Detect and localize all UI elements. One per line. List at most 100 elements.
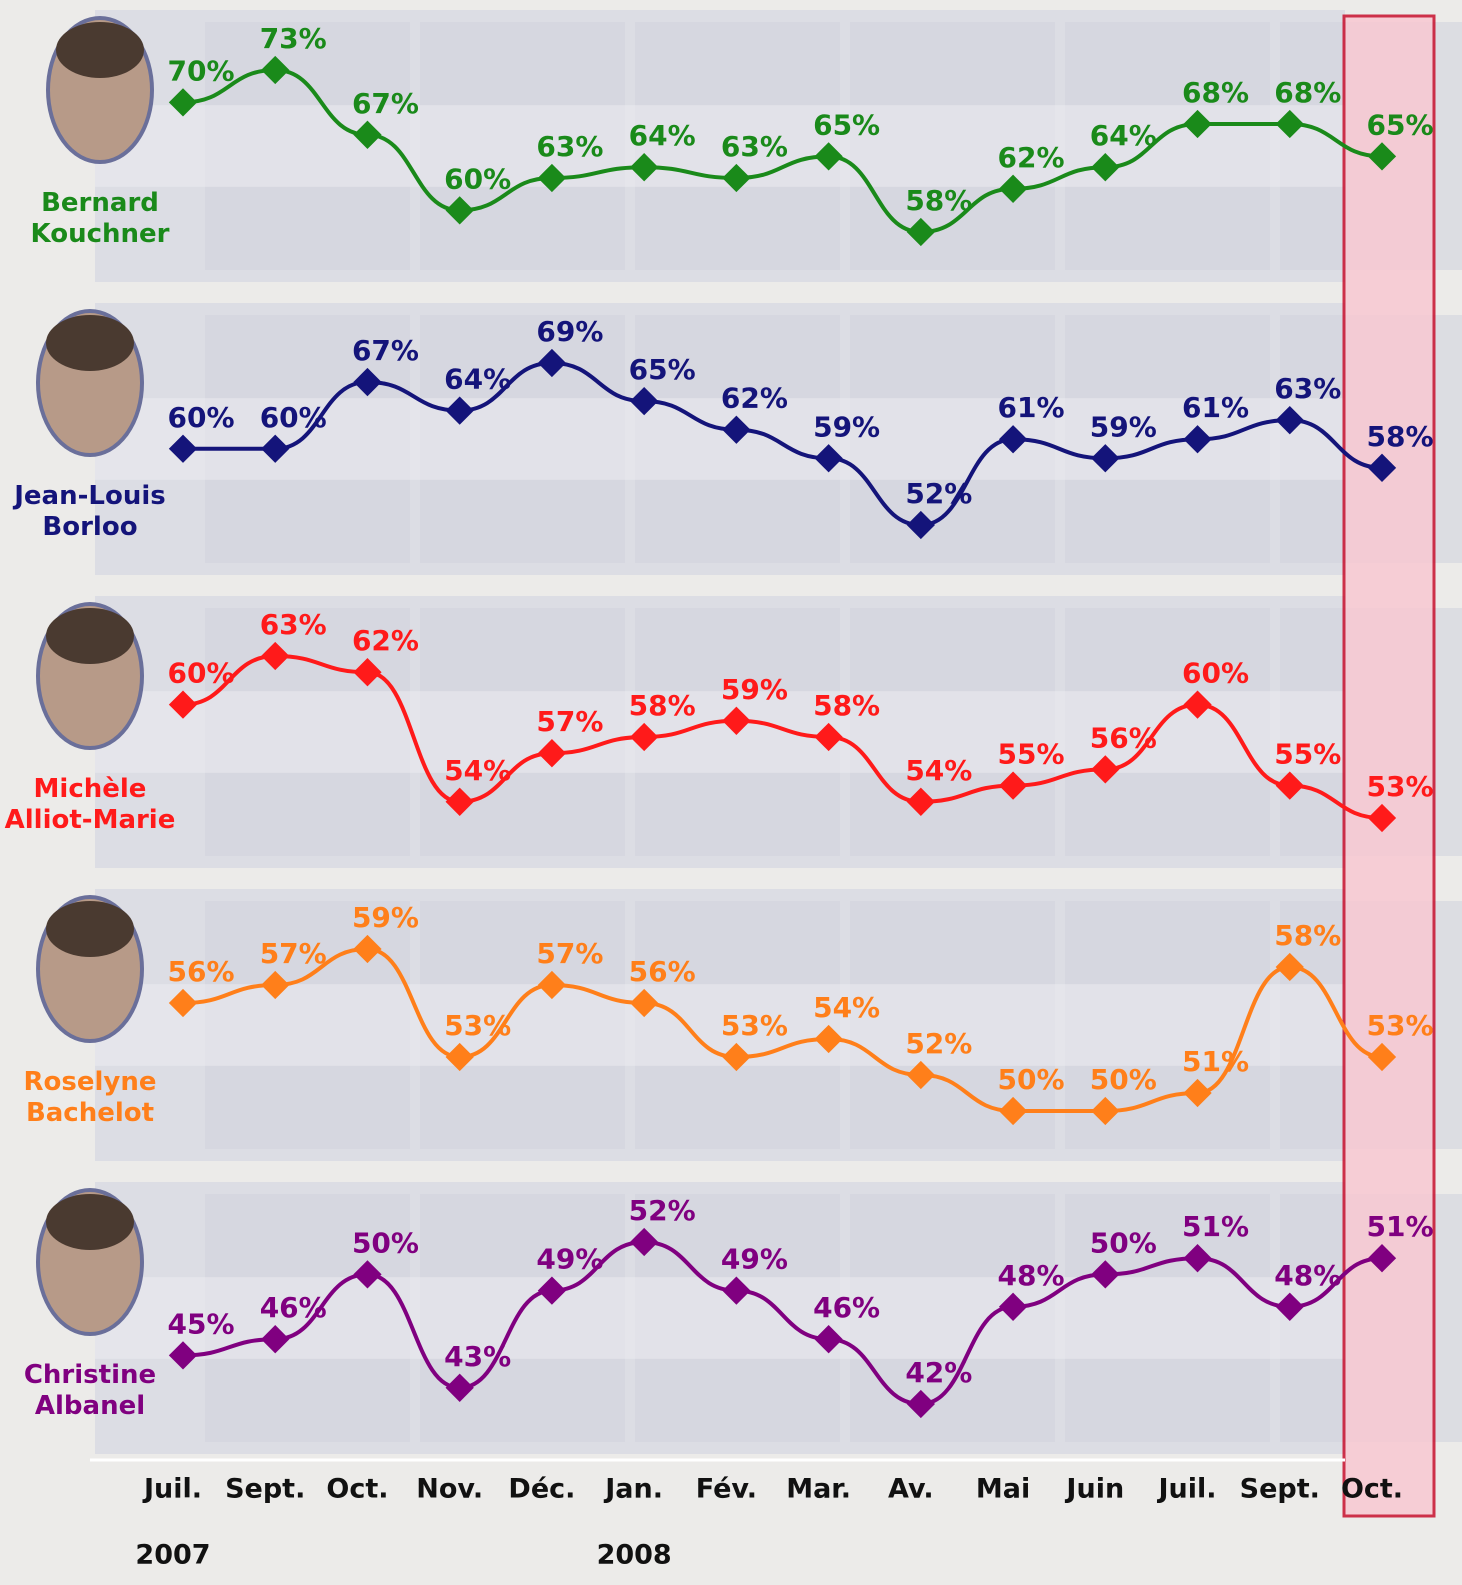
data-label: 63%	[721, 130, 788, 163]
data-label: 54%	[444, 754, 511, 787]
data-point	[353, 658, 382, 687]
data-label: 60%	[167, 657, 234, 690]
person-name: Jean-Louis Borloo	[14, 481, 166, 542]
data-label: 57%	[260, 937, 327, 970]
data-label: 51%	[1182, 1210, 1249, 1243]
x-tick-label: Oct.	[1341, 1474, 1403, 1505]
data-point	[998, 174, 1028, 203]
data-label: 62%	[998, 141, 1065, 174]
x-tick-label: Av.	[888, 1474, 934, 1505]
data-label: 63%	[260, 608, 327, 641]
data-label: 59%	[1090, 410, 1157, 443]
data-label: 59%	[721, 673, 788, 706]
data-point	[630, 1227, 659, 1257]
series-line	[182, 1239, 1383, 1407]
panel-fade	[95, 691, 1345, 773]
person-name: Roselyne Bachelot	[23, 1067, 157, 1128]
data-point	[261, 970, 290, 1000]
data-label: 58%	[905, 184, 972, 217]
data-point	[1275, 1292, 1304, 1321]
data-label: 57%	[536, 705, 603, 738]
data-label: 54%	[905, 754, 972, 787]
data-point	[1091, 1096, 1120, 1126]
data-point	[814, 142, 843, 171]
data-point	[353, 1260, 382, 1289]
data-label: 58%	[629, 689, 696, 722]
data-point	[722, 1042, 751, 1072]
data-label: 62%	[721, 382, 788, 415]
data-point	[168, 690, 198, 719]
x-tick-label: Oct.	[326, 1474, 388, 1505]
data-label: 63%	[536, 130, 603, 163]
data-point	[1275, 952, 1304, 982]
x-tick-label: Juin	[1064, 1474, 1124, 1505]
data-label: 51%	[1182, 1045, 1249, 1078]
data-label: 53%	[1366, 1009, 1433, 1042]
data-point	[537, 739, 567, 768]
data-point	[998, 771, 1028, 800]
data-label: 58%	[1274, 919, 1341, 952]
data-point	[445, 1373, 474, 1402]
data-label: 46%	[260, 1291, 327, 1324]
data-point	[1183, 425, 1212, 454]
x-tick-label: Mai	[976, 1474, 1030, 1505]
data-point	[445, 396, 474, 425]
x-tick-label: Sept.	[225, 1474, 305, 1505]
data-label: 49%	[536, 1243, 603, 1276]
data-point	[353, 367, 382, 397]
data-label: 68%	[1274, 76, 1341, 109]
data-label: 51%	[1366, 1210, 1433, 1243]
data-label: 64%	[1090, 119, 1157, 152]
data-point	[630, 988, 659, 1018]
panel-fade	[95, 105, 1345, 187]
x-tick-label: Mar.	[786, 1474, 851, 1505]
data-label: 60%	[167, 401, 234, 434]
person-name: Bernard Kouchner	[30, 188, 170, 249]
data-point	[1183, 1244, 1212, 1273]
data-label: 50%	[352, 1226, 419, 1259]
data-label: 53%	[444, 1009, 511, 1042]
data-point	[1367, 453, 1397, 482]
data-label: 43%	[444, 1340, 511, 1373]
data-point	[537, 348, 567, 378]
data-label: 50%	[1090, 1226, 1157, 1259]
data-point	[537, 163, 567, 193]
x-tick-label: Sept.	[1240, 1474, 1320, 1505]
data-label: 53%	[721, 1009, 788, 1042]
data-point	[906, 1060, 935, 1090]
data-label: 64%	[629, 119, 696, 152]
data-point	[814, 1325, 843, 1354]
data-label: 45%	[167, 1307, 234, 1340]
data-point	[998, 1292, 1028, 1321]
portrait-hair	[46, 1194, 134, 1250]
data-point	[1275, 406, 1304, 435]
year-label: 2007	[135, 1540, 210, 1571]
portrait-hair	[46, 315, 134, 371]
data-point	[630, 386, 659, 416]
data-point	[261, 641, 290, 671]
x-tick-label: Nov.	[416, 1474, 483, 1505]
data-label: 50%	[998, 1063, 1065, 1096]
data-label: 53%	[1366, 770, 1433, 803]
data-label: 42%	[905, 1356, 972, 1389]
data-label: 65%	[813, 108, 880, 141]
data-point	[630, 722, 659, 752]
data-label: 61%	[1182, 391, 1249, 424]
data-point	[168, 1341, 198, 1370]
data-point	[353, 934, 382, 964]
year-label: 2008	[597, 1540, 672, 1571]
data-label: 56%	[1090, 721, 1157, 754]
x-tick-label: Juil.	[142, 1474, 202, 1505]
data-point	[1091, 1260, 1120, 1289]
portrait-hair	[46, 901, 134, 957]
data-point	[1091, 755, 1120, 784]
data-label: 56%	[629, 955, 696, 988]
data-label: 67%	[352, 334, 419, 367]
data-label: 52%	[905, 477, 972, 510]
x-tick-label: Fév.	[696, 1474, 757, 1505]
data-label: 70%	[167, 54, 234, 87]
data-point	[1367, 803, 1397, 833]
highlight-column	[1342, 14, 1436, 1518]
data-point	[445, 1042, 474, 1072]
